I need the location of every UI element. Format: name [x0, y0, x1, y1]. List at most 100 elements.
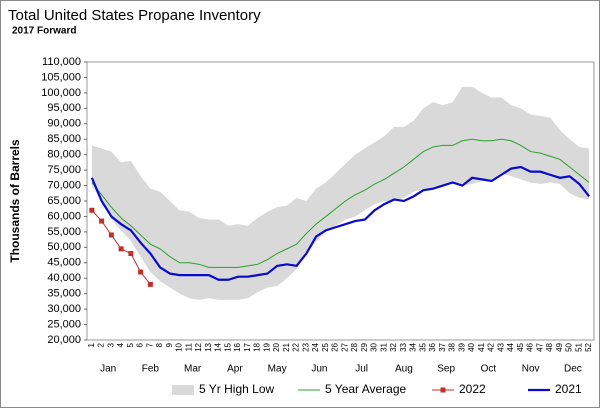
x-tick-label: 30 [370, 342, 379, 351]
series-line [91, 138, 590, 268]
y-tick-label: 40,000 [47, 272, 81, 284]
x-tick-label: 52 [584, 342, 593, 351]
y-tick-label: 75,000 [47, 164, 81, 176]
month-label: Aug [395, 364, 413, 375]
x-tick-label: 40 [467, 342, 476, 351]
x-tick-label: 35 [418, 342, 427, 351]
legend-label: 5 Yr High Low [199, 382, 274, 396]
y-tick-label: 45,000 [47, 257, 81, 269]
chart-subtitle: 2017 Forward [12, 26, 76, 37]
y-tick-label: 105,000 [41, 71, 81, 83]
y-tick-label: 85,000 [47, 133, 81, 145]
x-tick-label: 6 [136, 342, 145, 347]
x-tick-label: 8 [155, 342, 164, 347]
x-tick-label: 41 [477, 342, 486, 351]
x-tick-label: 38 [448, 342, 457, 351]
series-line [90, 165, 590, 281]
chart-title: Total United States Propane Inventory [8, 7, 261, 24]
x-tick-label: 9 [165, 342, 174, 347]
x-tick-label: 14 [214, 342, 223, 351]
y-tick-label: 70,000 [47, 179, 81, 191]
x-tick-label: 10 [175, 342, 184, 351]
x-tick-label: 25 [321, 342, 330, 351]
x-tick-label: 37 [438, 342, 447, 351]
y-tick-label: 95,000 [47, 102, 81, 114]
x-tick-label: 29 [360, 342, 369, 351]
x-tick-label: 32 [389, 342, 398, 351]
x-tick-label: 2 [97, 342, 106, 347]
y-tick-label: 30,000 [47, 303, 81, 315]
x-tick-label: 23 [301, 342, 310, 351]
legend-label: 5 Year Average [325, 382, 407, 396]
month-label: Jul [355, 364, 368, 375]
month-label: Mar [184, 364, 202, 375]
x-tick-label: 47 [535, 342, 544, 351]
marker [108, 232, 114, 238]
month-label: Dec [564, 364, 582, 375]
y-tick-label: 55,000 [47, 226, 81, 238]
month-label: Oct [481, 364, 497, 375]
marker [147, 281, 153, 287]
y-tick-label: 65,000 [47, 195, 81, 207]
x-tick-label: 15 [223, 342, 232, 351]
x-tick-label: 28 [350, 342, 359, 351]
x-tick-label: 21 [282, 342, 291, 351]
x-tick-label: 27 [340, 342, 349, 351]
x-tick-label: 22 [292, 342, 301, 351]
x-tick-label: 46 [526, 342, 535, 351]
x-tick-label: 16 [233, 342, 242, 351]
legend-label: 2022 [459, 382, 486, 396]
x-tick-label: 44 [506, 342, 515, 351]
y-tick-label: 60,000 [47, 210, 81, 222]
marker [128, 251, 134, 257]
x-tick-label: 49 [555, 342, 564, 351]
y-tick-label: 90,000 [47, 118, 81, 130]
x-tick-label: 4 [116, 342, 125, 347]
x-tick-label: 12 [194, 342, 203, 351]
y-tick-label: 80,000 [47, 149, 81, 161]
month-label: Jan [100, 364, 116, 375]
x-tick-label: 3 [106, 342, 115, 347]
x-tick-label: 34 [409, 342, 418, 351]
x-tick-label: 48 [545, 342, 554, 351]
x-tick-label: 36 [428, 342, 437, 351]
x-tick-label: 39 [457, 342, 466, 351]
y-axis-label: Thousands of Barrels [8, 139, 22, 263]
x-tick-label: 50 [565, 342, 574, 351]
y-tick-label: 25,000 [47, 318, 81, 330]
x-tick-label: 31 [379, 342, 388, 351]
y-tick-label: 100,000 [41, 87, 81, 99]
month-label: May [268, 364, 287, 375]
x-tick-label: 45 [516, 342, 525, 351]
x-tick-label: 26 [331, 342, 340, 351]
month-label: Apr [227, 364, 243, 375]
y-tick-label: 50,000 [47, 241, 81, 253]
x-tick-label: 33 [399, 342, 408, 351]
x-tick-label: 51 [574, 342, 583, 351]
x-tick-label: 11 [184, 342, 193, 351]
marker [118, 246, 124, 252]
marker [138, 269, 144, 275]
x-tick-label: 19 [262, 342, 271, 351]
y-tick-label: 110,000 [42, 56, 81, 68]
x-tick-label: 5 [126, 342, 135, 347]
x-tick-label: 24 [311, 342, 320, 351]
legend-label: 2021 [555, 382, 582, 396]
x-tick-label: 18 [253, 342, 262, 351]
x-tick-label: 17 [243, 342, 252, 351]
month-label: Sep [437, 364, 455, 375]
y-tick-label: 20,000 [47, 334, 81, 346]
marker [99, 218, 105, 224]
month-label: Feb [142, 364, 160, 375]
legend-marker [440, 387, 446, 393]
month-label: Nov [522, 364, 540, 375]
legend-swatch [172, 385, 194, 395]
x-tick-label: 7 [145, 342, 154, 347]
x-tick-label: 20 [272, 342, 281, 351]
marker [89, 207, 95, 213]
month-label: Jun [311, 364, 327, 375]
x-tick-label: 42 [487, 342, 496, 351]
x-tick-label: 43 [496, 342, 505, 351]
x-tick-label: 13 [204, 342, 213, 351]
